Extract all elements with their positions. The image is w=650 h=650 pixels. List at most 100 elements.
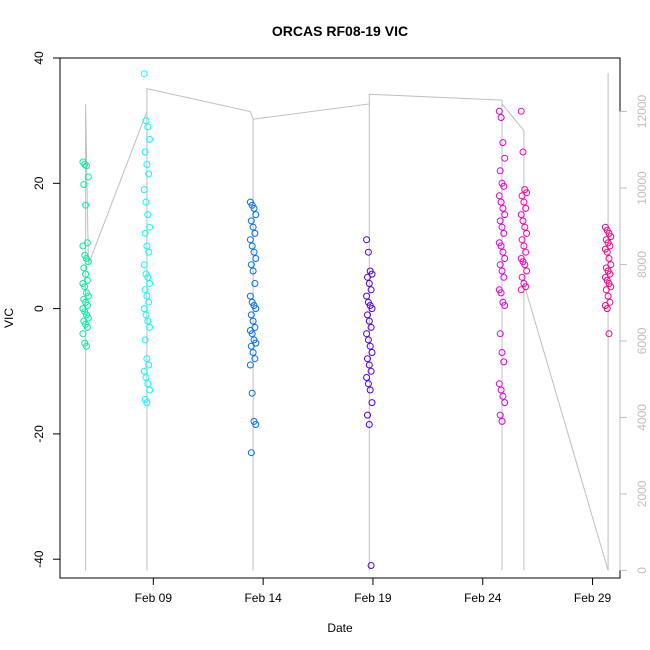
data-point [143, 355, 151, 363]
data-point [606, 298, 614, 306]
data-point [495, 380, 503, 388]
data-point [252, 421, 260, 428]
data-point [146, 323, 154, 331]
data-point [365, 317, 373, 325]
data-point [496, 330, 504, 338]
data-point [249, 349, 257, 356]
x-tick-label: Feb 24 [464, 591, 502, 605]
data-point [140, 261, 148, 269]
data-point [83, 162, 90, 170]
data-point [249, 267, 257, 275]
data-point [252, 255, 260, 262]
data-point [142, 117, 150, 125]
data-point [499, 139, 507, 147]
data-point [143, 399, 151, 407]
x-tick-label: Feb 29 [574, 591, 612, 605]
y2-tick-label: 4000 [635, 404, 649, 431]
data-point [520, 242, 528, 250]
data-point [140, 305, 148, 313]
x-axis: Feb 09 Feb 14 Feb 19 Feb 24 Feb 29 [135, 577, 612, 605]
data-point [501, 154, 509, 162]
data-point [83, 342, 90, 350]
data-point [498, 417, 506, 425]
data-point [497, 289, 505, 297]
data-point [363, 374, 371, 381]
data-point [363, 292, 371, 300]
data-point [501, 255, 509, 262]
data-point [143, 292, 151, 300]
data-point [497, 242, 505, 250]
data-point [606, 270, 614, 278]
y2-tick-label: 12000 [635, 95, 649, 129]
data-point [495, 192, 503, 200]
data-point [142, 374, 150, 381]
data-point [500, 229, 508, 237]
secondary-series-layer [85, 73, 609, 571]
data-point [500, 273, 508, 281]
y2-tick-label: 10000 [635, 171, 649, 205]
data-point [496, 217, 504, 225]
data-point [145, 298, 153, 306]
y2-axis: 0 2000 4000 6000 8000 10000 12000 [619, 95, 649, 574]
y-tick-label: -20 [32, 425, 46, 443]
y-tick-label: 40 [32, 51, 46, 65]
x-tick-label: Feb 14 [244, 591, 282, 605]
data-point [497, 114, 505, 121]
data-point [365, 421, 373, 428]
data-point [363, 236, 371, 244]
data-point [500, 358, 508, 366]
data-point [497, 386, 505, 394]
data-point [143, 242, 151, 250]
data-point [141, 229, 149, 237]
data-point [367, 562, 375, 569]
data-point [83, 239, 91, 247]
data-point [366, 342, 374, 350]
data-point [367, 323, 375, 331]
data-point [247, 342, 255, 350]
y2-tick-label: 0 [635, 567, 649, 574]
x-tick-label: Feb 09 [135, 591, 173, 605]
data-point [517, 286, 525, 294]
data-point [499, 248, 507, 256]
data-point [143, 161, 151, 168]
data-point [248, 242, 256, 250]
data-point [605, 330, 613, 338]
data-point [602, 286, 610, 294]
data-point [522, 204, 530, 212]
plot-frame [59, 57, 621, 579]
y-axis: -40 -20 0 20 40 [32, 51, 61, 568]
data-point [142, 198, 150, 206]
data-point [520, 198, 528, 206]
data-point [83, 323, 91, 331]
data-point [84, 173, 92, 181]
data-point [81, 161, 89, 168]
data-point [499, 392, 507, 400]
data-point [140, 70, 148, 78]
data-point [367, 286, 375, 294]
data-point [247, 449, 255, 457]
x-tick-label: Feb 19 [354, 591, 392, 605]
data-point [495, 107, 503, 115]
data-point [79, 242, 87, 250]
data-point [250, 248, 258, 256]
data-point [501, 399, 509, 407]
data-point [364, 311, 371, 319]
data-point [519, 217, 527, 225]
data-point [368, 270, 376, 278]
y-tick-label: 20 [32, 176, 46, 190]
data-point [518, 192, 526, 200]
data-point [145, 170, 153, 178]
data-point [496, 411, 504, 419]
y-tick-label: 0 [32, 305, 46, 312]
data-point [364, 273, 371, 281]
data-point [363, 330, 371, 338]
data-point [517, 107, 525, 115]
data-point [522, 248, 530, 256]
data-point [498, 223, 506, 231]
data-point [365, 280, 373, 287]
data-point [366, 386, 374, 394]
data-point [249, 223, 257, 231]
data-point [251, 229, 259, 237]
data-point [80, 264, 88, 272]
